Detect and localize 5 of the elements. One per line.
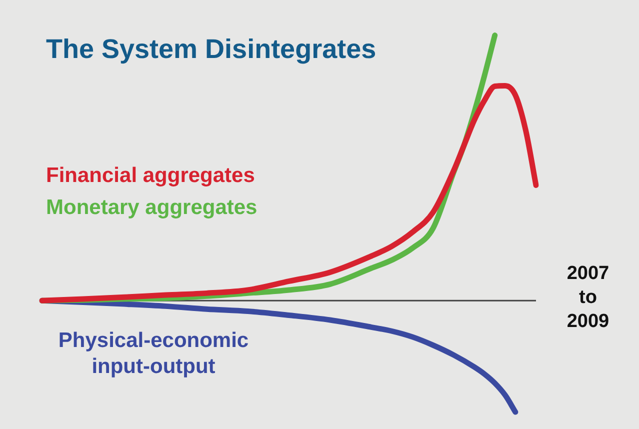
series-label: Physical-economic input-output [57, 328, 250, 380]
text: Financial aggregates [46, 164, 255, 188]
text: Monetary aggregates [46, 196, 258, 220]
text: 2007 to 2009 [566, 262, 610, 334]
chart-title: The System Disintegrates [46, 34, 376, 65]
